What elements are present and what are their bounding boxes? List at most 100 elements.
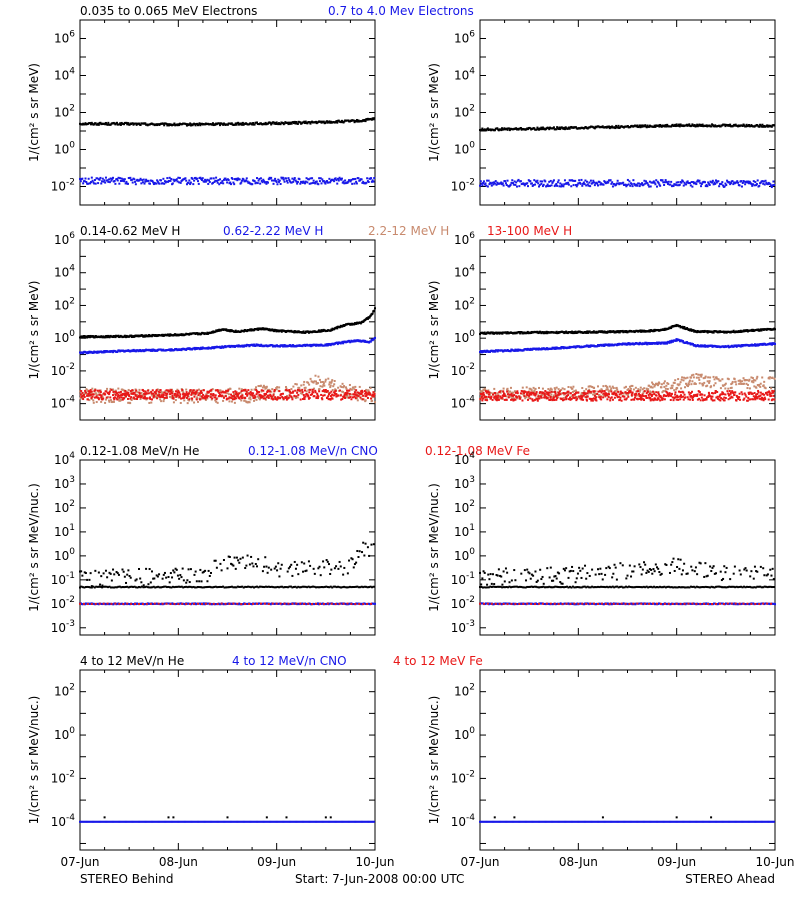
data-point <box>735 344 738 347</box>
data-point <box>509 183 512 186</box>
data-point <box>645 126 648 129</box>
data-point <box>188 123 191 126</box>
data-point <box>355 322 358 325</box>
data-point <box>605 181 608 184</box>
data-point <box>185 123 188 126</box>
data-point <box>323 181 326 184</box>
data-point <box>259 396 262 399</box>
data-point <box>182 392 185 395</box>
data-point <box>541 180 544 183</box>
data-point <box>172 123 175 126</box>
data-point <box>567 386 570 389</box>
data-point <box>360 392 363 395</box>
data-point <box>366 177 369 180</box>
data-point <box>102 180 105 183</box>
data-point <box>552 390 555 393</box>
data-point <box>626 393 629 396</box>
data-point <box>360 178 363 181</box>
data-point <box>615 183 618 186</box>
data-point <box>263 123 266 126</box>
data-point <box>517 178 520 181</box>
y-axis-label: 1/(cm² s sr MeV) <box>27 63 41 162</box>
data-point <box>101 177 104 180</box>
data-point <box>337 394 340 397</box>
data-point <box>240 388 243 391</box>
data-point <box>560 183 563 186</box>
data-point <box>370 118 373 121</box>
data-point <box>585 180 588 183</box>
data-point <box>506 179 509 182</box>
data-point <box>204 180 207 183</box>
data-point <box>319 177 322 180</box>
data-point <box>87 177 90 180</box>
data-point <box>253 180 256 183</box>
data-point <box>564 331 567 334</box>
data-point <box>512 396 515 399</box>
data-point <box>286 397 289 400</box>
data-point <box>173 180 176 183</box>
data-point <box>602 183 605 186</box>
data-point <box>135 350 138 353</box>
data-point <box>188 179 191 182</box>
data-point <box>761 123 764 126</box>
data-point <box>511 391 514 394</box>
data-point <box>273 390 276 393</box>
data-point <box>170 389 173 392</box>
data-point <box>636 184 639 187</box>
data-point <box>280 330 283 333</box>
data-point <box>729 183 732 186</box>
data-point <box>674 183 677 186</box>
data-point <box>134 394 137 397</box>
data-point <box>524 397 527 400</box>
data-point <box>343 394 346 397</box>
data-point <box>257 179 260 182</box>
data-point <box>312 381 315 384</box>
data-point <box>578 179 581 182</box>
data-point <box>600 182 603 185</box>
data-point <box>196 122 199 125</box>
legend-entry: 0.035 to 0.065 MeV Electrons <box>80 4 257 18</box>
data-point <box>494 393 497 396</box>
data-point <box>763 183 766 186</box>
data-point <box>180 349 183 352</box>
data-point <box>624 331 627 334</box>
data-point <box>105 398 108 401</box>
data-point <box>242 344 245 347</box>
data-point <box>735 181 738 184</box>
data-point <box>326 343 329 346</box>
data-point <box>325 344 328 347</box>
data-point <box>136 398 139 401</box>
data-point <box>286 389 289 392</box>
data-point <box>87 394 90 397</box>
data-point <box>287 177 290 180</box>
data-point <box>171 182 174 185</box>
data-point <box>603 180 606 183</box>
data-point <box>752 328 755 331</box>
data-point <box>114 393 117 396</box>
data-point <box>339 394 342 397</box>
data-point <box>125 121 128 124</box>
data-point <box>609 179 612 182</box>
data-point <box>510 391 513 394</box>
data-point <box>211 397 214 400</box>
y-tick-label: 106 <box>54 231 75 247</box>
data-point <box>490 184 493 187</box>
data-point <box>143 397 146 400</box>
data-point <box>203 180 206 183</box>
data-point <box>138 179 141 182</box>
data-point <box>304 180 307 183</box>
data-point <box>96 350 99 353</box>
data-point <box>92 401 95 404</box>
data-point <box>647 184 650 187</box>
data-point <box>611 181 614 184</box>
data-point <box>711 181 714 184</box>
data-point <box>591 181 594 184</box>
y-axis-label: 1/(cm² s sr MeV) <box>427 63 441 162</box>
data-point <box>96 177 99 180</box>
data-point <box>556 393 559 396</box>
data-point <box>732 331 735 334</box>
data-point <box>110 388 113 391</box>
data-point <box>529 127 532 130</box>
data-point <box>356 391 359 394</box>
data-point <box>199 395 202 398</box>
